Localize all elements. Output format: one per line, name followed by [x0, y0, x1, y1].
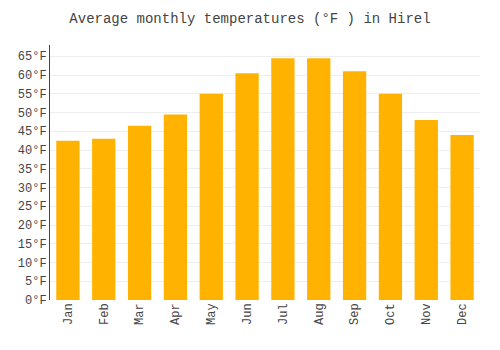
svg-text:25°F: 25°F: [18, 200, 47, 214]
svg-text:65°F: 65°F: [18, 50, 47, 64]
svg-text:Jul: Jul: [277, 303, 291, 325]
svg-text:10°F: 10°F: [18, 257, 47, 271]
svg-text:20°F: 20°F: [18, 219, 47, 233]
svg-text:40°F: 40°F: [18, 144, 47, 158]
svg-text:55°F: 55°F: [18, 88, 47, 102]
svg-text:Jun: Jun: [241, 303, 255, 325]
svg-text:30°F: 30°F: [18, 182, 47, 196]
svg-text:Feb: Feb: [98, 303, 112, 325]
svg-text:5°F: 5°F: [25, 275, 47, 289]
svg-text:Mar: Mar: [133, 303, 147, 325]
svg-text:Aug: Aug: [313, 303, 327, 325]
svg-text:Oct: Oct: [384, 303, 398, 325]
svg-text:0°F: 0°F: [25, 294, 47, 308]
svg-text:Nov: Nov: [420, 303, 434, 325]
svg-text:35°F: 35°F: [18, 163, 47, 177]
svg-text:15°F: 15°F: [18, 238, 47, 252]
svg-text:45°F: 45°F: [18, 125, 47, 139]
svg-text:Sep: Sep: [348, 303, 362, 325]
svg-text:50°F: 50°F: [18, 107, 47, 121]
svg-text:Apr: Apr: [169, 303, 183, 325]
svg-text:Dec: Dec: [456, 303, 470, 325]
svg-text:Average monthly temperatures (: Average monthly temperatures (°F ) in Hi…: [69, 11, 430, 27]
svg-text:Jan: Jan: [62, 303, 76, 325]
svg-text:May: May: [205, 303, 219, 325]
svg-text:60°F: 60°F: [18, 69, 47, 83]
